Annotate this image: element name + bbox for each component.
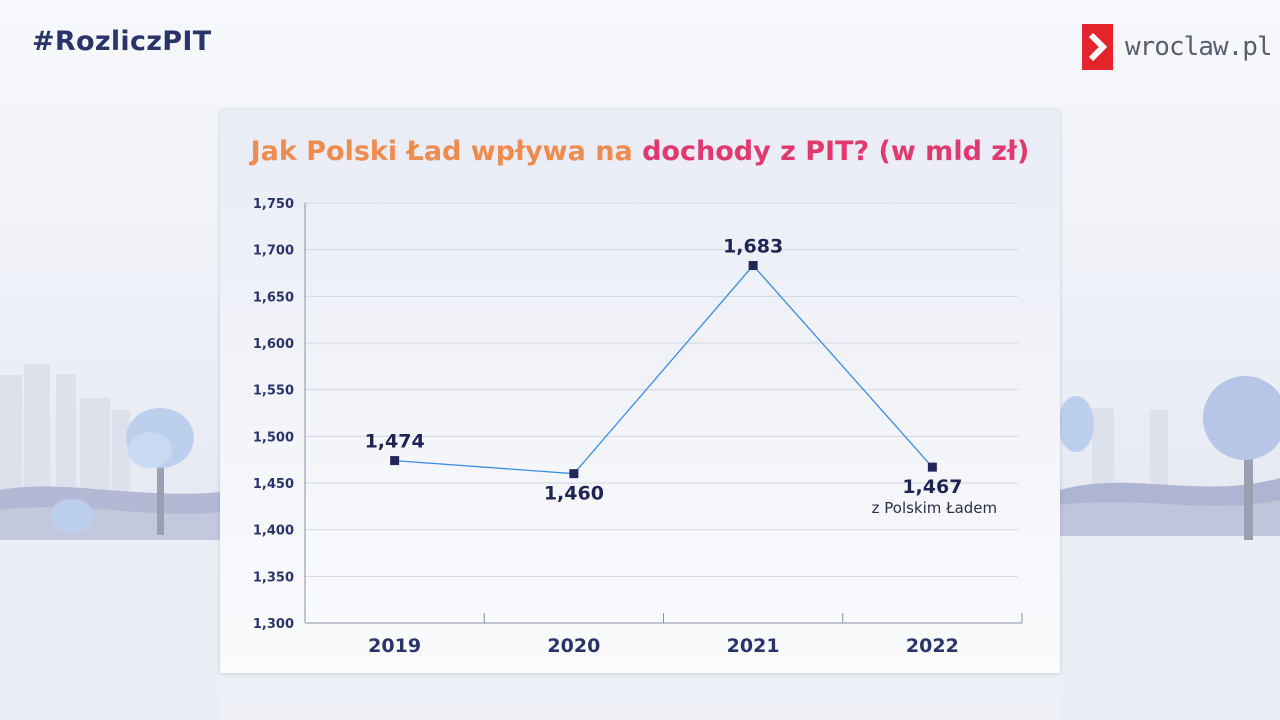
y-tick-label: 1,650 — [253, 290, 294, 305]
y-tick-label: 1,700 — [253, 244, 294, 259]
x-tick-label: 2019 — [368, 635, 421, 657]
tree-left-icon — [50, 408, 194, 535]
data-point — [569, 469, 579, 479]
chart-title: Jak Polski Ład wpływa na dochody z PIT? … — [0, 136, 1280, 167]
y-tick-label: 1,300 — [253, 617, 294, 632]
y-tick-label: 1,600 — [253, 337, 294, 352]
chart-title-part2: dochody z PIT? (w mld zł) — [642, 136, 1030, 167]
y-tick-label: 1,400 — [253, 524, 294, 539]
hashtag-title: #RozliczPIT — [32, 26, 212, 57]
data-label: 1,683 — [723, 236, 783, 258]
data-point — [748, 261, 758, 271]
chevron-right-icon — [1082, 24, 1113, 70]
brand-logo[interactable]: wroclaw.pl — [1082, 24, 1273, 70]
tree-right-icon — [1058, 376, 1280, 540]
x-tick-label: 2020 — [547, 635, 600, 657]
y-tick-label: 1,350 — [253, 570, 294, 585]
chart-title-part1: Jak Polski Ład wpływa na — [250, 136, 633, 167]
y-tick-label: 1,750 — [253, 197, 294, 212]
data-label: 1,474 — [365, 431, 425, 453]
x-tick-label: 2022 — [906, 635, 959, 657]
data-point — [927, 462, 937, 472]
series-line — [394, 264, 933, 475]
data-label: 1,460 — [544, 483, 604, 505]
brand-name: wroclaw.pl — [1125, 32, 1273, 62]
chart-card — [220, 110, 1060, 673]
y-tick-label: 1,500 — [253, 430, 294, 445]
y-tick-label: 1,550 — [253, 384, 294, 399]
x-tick-label: 2021 — [727, 635, 780, 657]
y-tick-label: 1,450 — [253, 477, 294, 492]
data-point — [390, 456, 400, 466]
annotation-label: z Polskim Ładem — [872, 499, 998, 517]
data-label: 1,467 — [902, 476, 962, 498]
